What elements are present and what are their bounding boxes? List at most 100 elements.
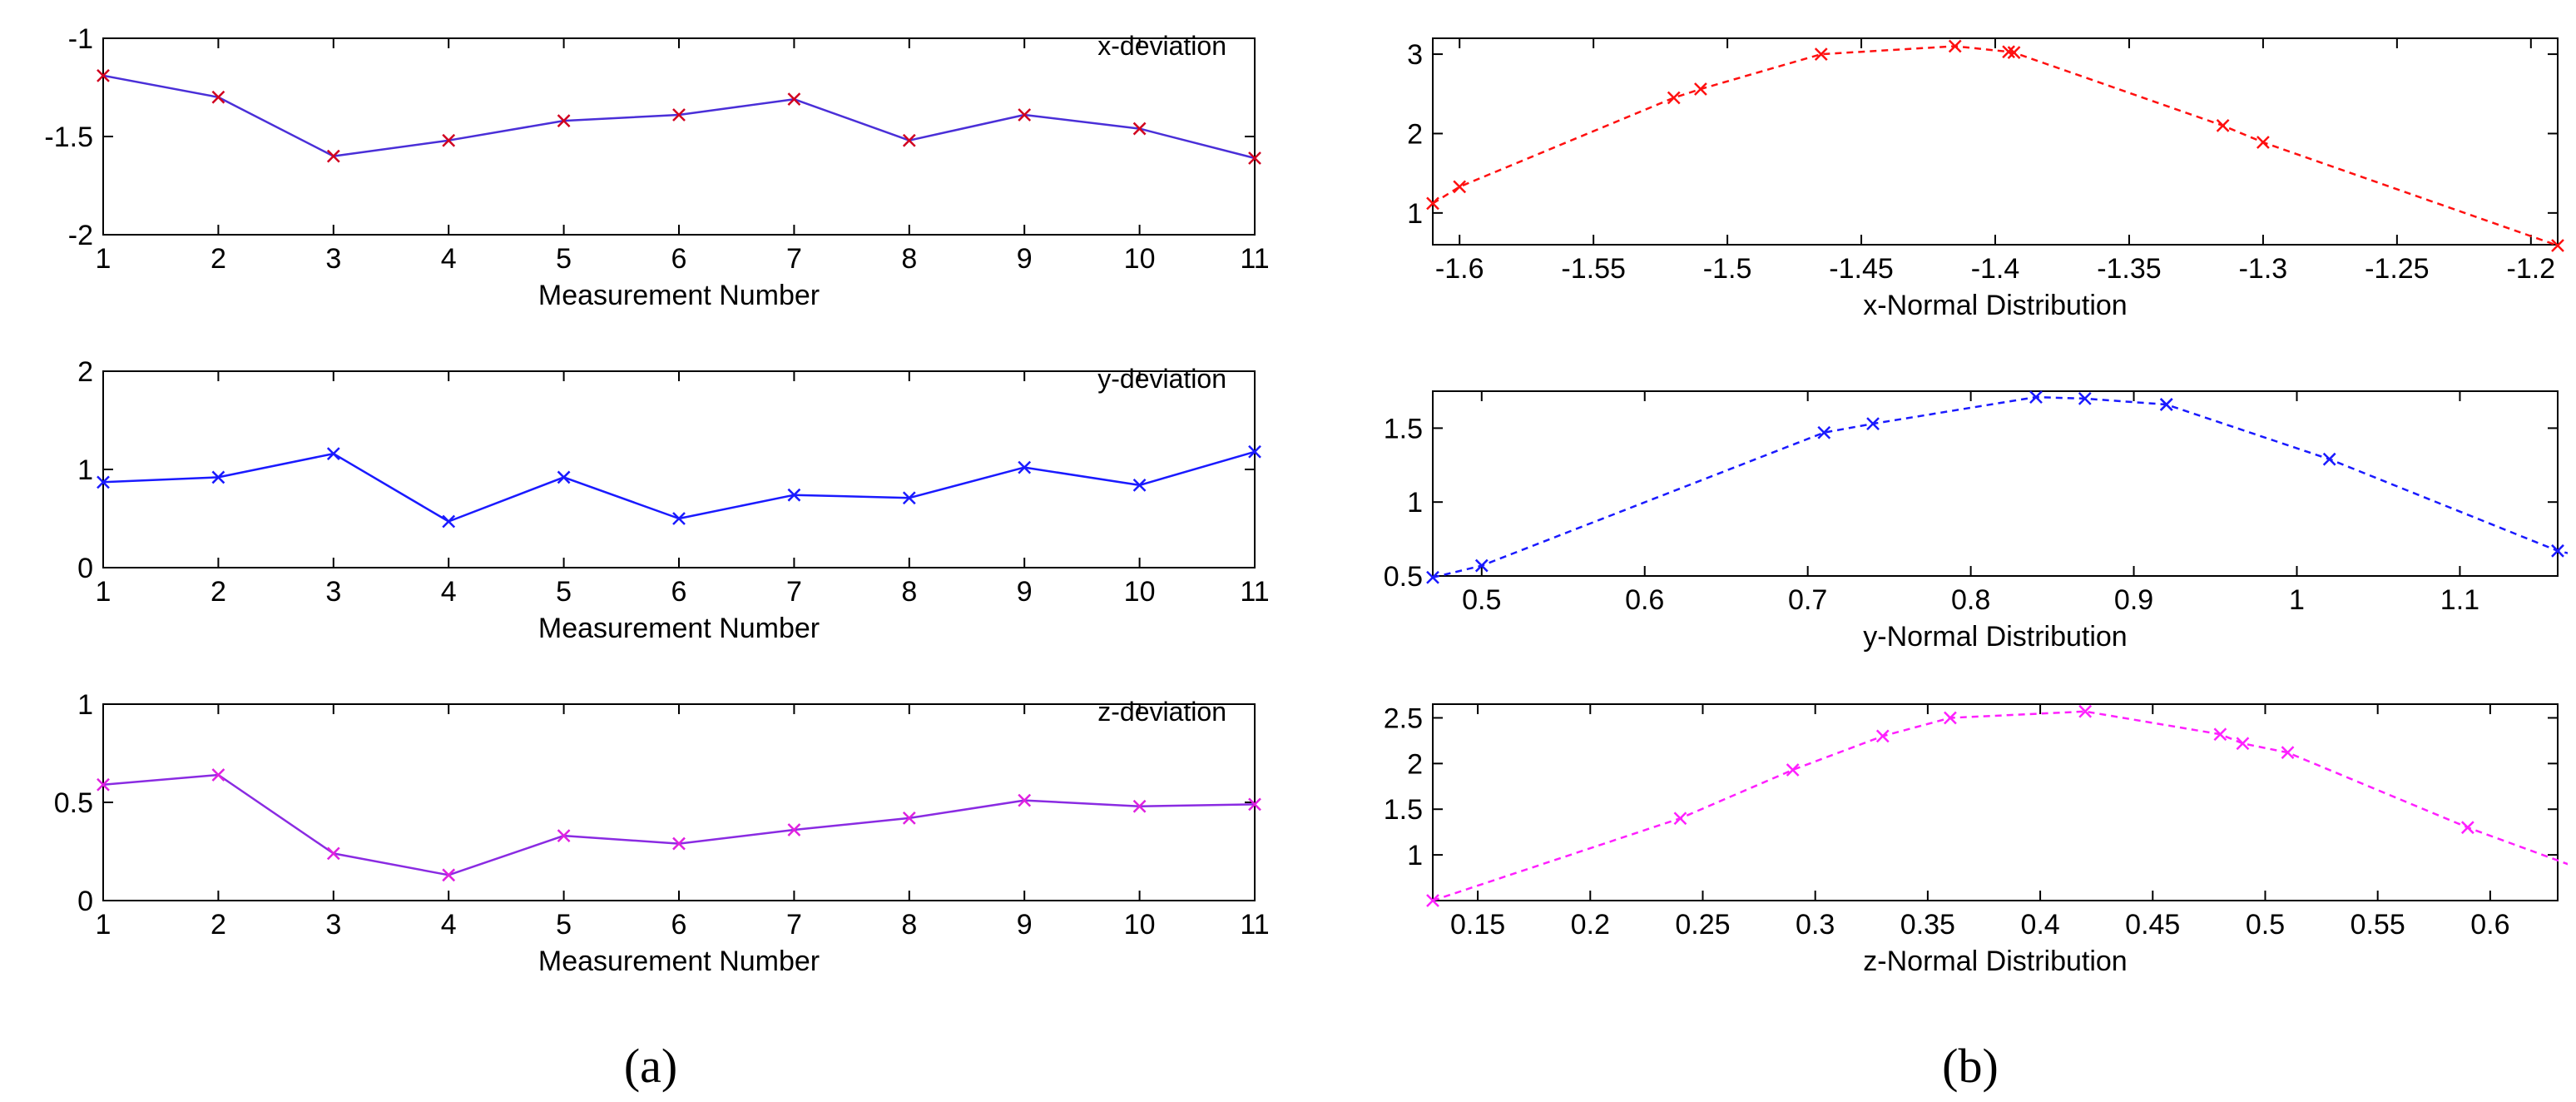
y-normal-data-point	[2551, 544, 2564, 558]
y-deviation-data-point	[442, 514, 456, 529]
z-deviation-xtick-label: 3	[325, 909, 341, 941]
x-normal-xtick-label: -1.6	[1435, 253, 1484, 285]
y-normal-data-point	[2159, 398, 2173, 411]
x-normal-chart: -1.6 -1.55 -1.5 -1.45 -1.4 -1.35 -1.3 -1.25 -1.2…	[1407, 37, 2564, 321]
x-deviation-xtick-label: 2	[211, 243, 226, 275]
y-deviation-xtick-label: 8	[901, 576, 917, 608]
x-deviation-data-point	[442, 133, 456, 147]
y-deviation-xtick-label: 3	[325, 576, 341, 608]
z-deviation-data-point	[902, 811, 916, 825]
x-deviation-data-point	[1132, 122, 1147, 136]
y-deviation-ytick-label: 2	[77, 356, 93, 388]
z-deviation-xtick-label: 10	[1124, 909, 1156, 941]
x-deviation-xtick-label: 3	[325, 243, 341, 275]
y-normal-chart: 0.5 0.6 0.7 0.8 0.9 1 1.1 0.5 1 1.5 y-Normal Distr…	[1384, 390, 2568, 653]
z-normal-xtick-label: 0.45	[2125, 909, 2180, 941]
z-normal-xtick-label: 0.25	[1675, 909, 1730, 941]
x-deviation-data-point	[326, 149, 340, 163]
z-normal-ytick-label: 2.5	[1384, 702, 1423, 734]
z-deviation-xtick-label: 1	[96, 909, 111, 941]
y-deviation-data-point	[326, 447, 340, 461]
z-normal-series-line	[1432, 710, 2568, 902]
y-deviation-series	[97, 444, 1261, 529]
y-deviation-data-point	[1132, 478, 1147, 492]
y-deviation-xtick-label: 2	[211, 576, 226, 608]
z-deviation-data-point	[326, 846, 340, 861]
z-deviation-title: z-deviation	[1097, 697, 1226, 727]
z-normal-data-point	[1426, 894, 1439, 907]
x-deviation-chart: 1 2 3 4 5 6 7 8 9 10 11 -2 -1.5 -1 Measurement Number x…	[44, 23, 1269, 311]
z-deviation-series	[97, 768, 1261, 882]
x-normal-data-point	[1814, 47, 1828, 61]
x-deviation-xtick-label: 1	[96, 243, 111, 275]
x-deviation-xtick-label: 7	[786, 243, 802, 275]
y-normal-axes-box	[1432, 390, 2559, 577]
x-deviation-xtick-label: 6	[671, 243, 687, 275]
y-normal-xtick-label: 0.7	[1788, 584, 1827, 616]
z-deviation-xtick-label: 8	[901, 909, 917, 941]
z-normal-xtick-label: 0.55	[2351, 909, 2405, 941]
y-normal-data-point	[1866, 417, 1880, 430]
z-normal-data-point	[1944, 711, 1957, 725]
x-deviation-xtick-label: 9	[1017, 243, 1033, 275]
x-deviation-ytick-label: -2	[68, 220, 93, 251]
x-deviation-xtick-label: 11	[1240, 243, 1269, 275]
y-deviation-xlabel: Measurement Number	[538, 613, 820, 644]
y-deviation-data-point	[97, 475, 110, 489]
x-normal-ytick-label: 3	[1407, 39, 1423, 71]
x-normal-data-point	[2256, 136, 2270, 149]
x-deviation-xlabel: Measurement Number	[538, 280, 820, 311]
y-deviation-xtick-label: 10	[1124, 576, 1156, 608]
y-deviation-xtick-label: 5	[556, 576, 572, 608]
y-deviation-ytick-label: 0	[77, 553, 93, 584]
y-deviation-xtick-label: 1	[96, 576, 111, 608]
y-deviation-xtick-label: 7	[786, 576, 802, 608]
z-deviation-data-point	[1018, 793, 1032, 807]
x-deviation-series	[97, 68, 1261, 165]
z-deviation-ytick-label: 0.5	[54, 787, 93, 819]
y-normal-xtick-label: 0.6	[1625, 584, 1664, 616]
y-deviation-ytick-label: 1	[77, 454, 93, 486]
y-normal-data-point	[1817, 425, 1831, 439]
z-normal-data-point	[2078, 704, 2093, 718]
x-normal-data-point	[2216, 119, 2230, 132]
y-deviation-data-point	[1018, 460, 1032, 474]
x-deviation-data-point	[672, 108, 686, 122]
z-normal-chart: 0.15 0.2 0.25 0.3 0.35 0.4 0.45 0.5 0.55 0.6 1 1.5 2…	[1384, 702, 2568, 977]
panel-label-a: (a)	[624, 1039, 677, 1093]
z-deviation-xtick-label: 9	[1017, 909, 1033, 941]
x-deviation-data-point	[787, 92, 801, 107]
z-normal-ytick-label: 1.5	[1384, 794, 1423, 826]
y-deviation-xtick-label: 11	[1240, 576, 1269, 608]
z-normal-ytick-label: 2	[1407, 748, 1423, 780]
z-deviation-xtick-label: 6	[671, 909, 687, 941]
z-deviation-ytick-label: 0	[77, 886, 93, 917]
y-normal-data-point	[1474, 558, 1489, 573]
x-deviation-xtick-label: 10	[1124, 243, 1156, 275]
x-deviation-xtick-label: 5	[556, 243, 572, 275]
x-normal-xlabel: x-Normal Distribution	[1863, 290, 2127, 321]
z-normal-xtick-label: 0.6	[2470, 909, 2509, 941]
x-normal-series	[1426, 39, 2564, 252]
z-normal-xtick-label: 0.15	[1450, 909, 1505, 941]
x-deviation-xtick-label: 8	[901, 243, 917, 275]
z-deviation-data-point	[672, 836, 686, 851]
z-normal-data-point	[1786, 763, 1800, 777]
y-normal-data-point	[2078, 391, 2092, 405]
y-normal-series	[1426, 390, 2568, 584]
x-normal-xtick-label: -1.2	[2507, 253, 2556, 285]
y-normal-xtick-label: 0.9	[2114, 584, 2153, 616]
y-deviation-data-point	[557, 470, 571, 484]
y-normal-xtick-label: 0.5	[1462, 584, 1501, 616]
z-deviation-data-point	[1248, 797, 1261, 812]
z-normal-data-point	[1875, 729, 1890, 743]
x-deviation-data-point	[211, 90, 225, 104]
z-normal-xtick-label: 0.5	[2246, 909, 2285, 941]
y-normal-xtick-label: 1	[2289, 584, 2305, 616]
x-normal-ytick-label: 1	[1407, 198, 1423, 230]
z-normal-xtick-label: 0.35	[1900, 909, 1955, 941]
z-normal-xtick-label: 0.2	[1571, 909, 1610, 941]
